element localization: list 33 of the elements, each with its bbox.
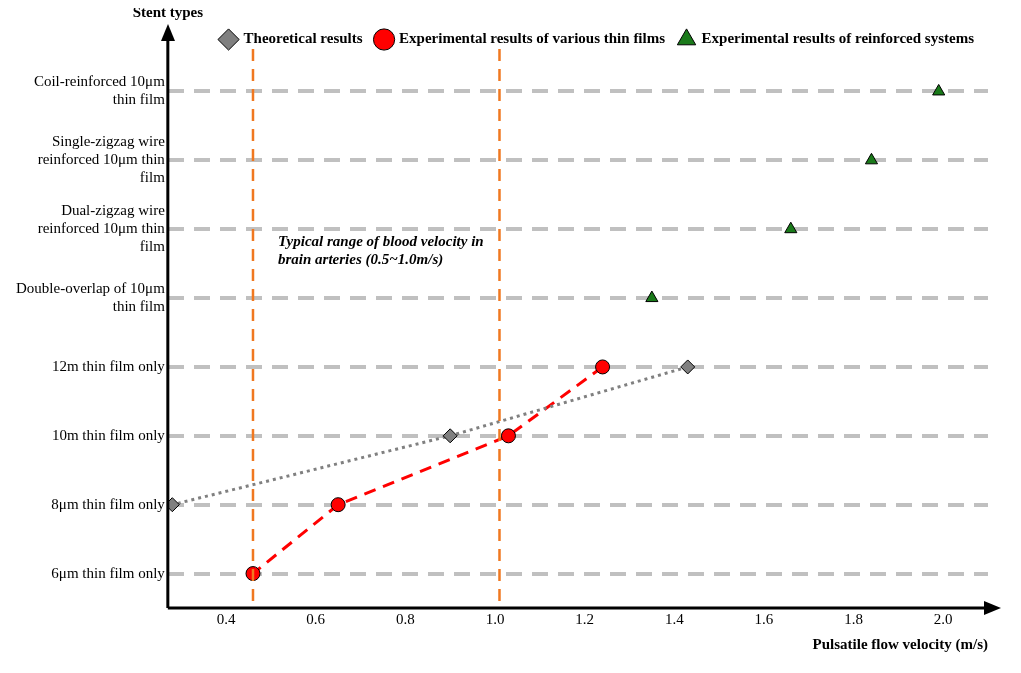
x-axis-title: Pulsatile flow velocity (m/s) — [812, 635, 988, 653]
y-tick-label: Single-zigzag wire reinforced 10μm thin film — [37, 133, 166, 186]
y-axis-title: Stent types — [132, 4, 204, 21]
point — [442, 428, 458, 444]
x-tick-label: 1.2 — [575, 610, 595, 627]
point — [680, 359, 696, 375]
x-tick-label: 0.6 — [306, 610, 326, 627]
point — [864, 152, 879, 165]
x-tick-label: 1.6 — [754, 610, 774, 627]
point — [784, 221, 798, 234]
x-tick-label: 2.0 — [933, 610, 953, 627]
point — [500, 428, 516, 444]
x-tick-label: 1.8 — [844, 610, 863, 627]
y-tick-label: 12m thin film only — [51, 357, 166, 374]
y-tick-label: Dual-zigzag wire reinforced 10μm thin film — [37, 202, 166, 255]
x-tick-label: 0.8 — [395, 610, 415, 627]
y-tick-label: Double-overlap of 10μm thin film — [15, 280, 166, 314]
y-tick-label: 6μm thin film only — [51, 564, 166, 581]
legend-label: Theoretical results — [243, 30, 363, 47]
y-tick-label: Coil-reinforced 10μm thin film — [33, 73, 166, 108]
point — [932, 83, 946, 96]
point — [645, 290, 659, 303]
y-tick-label: 10m thin film only — [51, 426, 166, 443]
point — [330, 497, 346, 513]
x-tick-label: 1.0 — [485, 610, 505, 627]
x-tick-label: 1.4 — [664, 610, 685, 627]
y-tick-label: 8μm thin film only — [51, 495, 166, 512]
legend-label: Experimental results of reinforced systems — [701, 30, 975, 47]
point — [595, 359, 611, 375]
point — [167, 497, 180, 513]
annotation: Typical range of blood velocity in brain arteries (0.5~1.0m/s) — [277, 232, 484, 268]
legend-label: Experimental results of various thin films — [399, 30, 666, 47]
x-tick-label: 0.4 — [216, 610, 236, 627]
